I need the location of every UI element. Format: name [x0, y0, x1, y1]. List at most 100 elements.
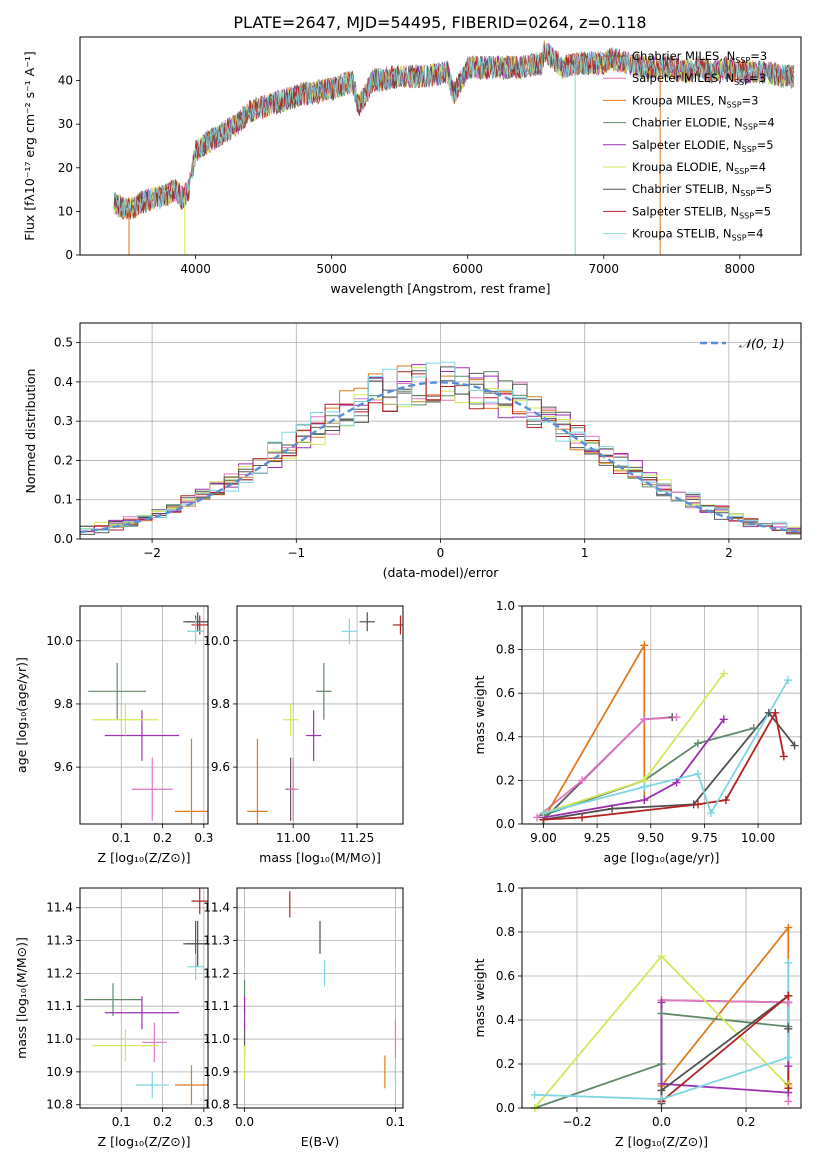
- y-tick-label: 0: [65, 248, 73, 262]
- axes-frame: [521, 887, 802, 1109]
- y-tick-label: 0.2: [496, 1057, 515, 1071]
- y-axis-label: mass weight: [472, 958, 487, 1037]
- weight-marker-1-3: [672, 713, 681, 722]
- x-tick-label: 10.00: [741, 831, 775, 845]
- x-axis-label: Z [log₁₀(Z/Z⊙)]: [615, 1134, 708, 1149]
- weight-marker-8-2: [693, 769, 702, 778]
- axes-frame: [521, 605, 802, 825]
- weight-marker-8-1: [657, 1095, 666, 1104]
- weight-marker-8-0: [539, 809, 548, 818]
- x-tick-label: 11.25: [340, 831, 374, 845]
- y-tick-label: 0.4: [54, 375, 73, 389]
- y-tick-label: 11.4: [46, 901, 73, 915]
- normal-curve: [80, 381, 801, 534]
- x-tick-label: 0.1: [386, 1115, 405, 1129]
- panel-mass_vs_ebv: 0.0 0.1 10.8 10.9 11.0 11.1 11.2 11.3 11.4 E(B-V): [203, 887, 405, 1149]
- y-tick-label: 11.0: [203, 1032, 230, 1046]
- panel-weight_vs_Z: −0.2 0.0 0.2 0.0 0.2 0.4 0.6 0.8 1.0 Z [log₁₀(Z/Z…: [472, 881, 802, 1149]
- x-tick-label: 11.00: [276, 831, 310, 845]
- weight-marker-8-0: [530, 1090, 539, 1099]
- plot-area-age_vs_Z: [88, 612, 208, 824]
- weight-marker-7-2: [784, 1084, 793, 1093]
- x-axis-label: age [log₁₀(age/yr)]: [604, 850, 720, 865]
- y-axis-label: mass weight: [472, 675, 487, 754]
- weight-marker-2-1: [784, 923, 793, 932]
- y-tick-label: 11.0: [46, 1032, 73, 1046]
- y-tick-label: 0.4: [496, 730, 515, 744]
- y-tick-label: 0.1: [54, 493, 73, 507]
- axes-frame: [236, 605, 404, 825]
- x-tick-label: 0.3: [194, 1115, 213, 1129]
- weight-marker-6-1: [657, 1086, 666, 1095]
- legend-entry-2: Kroupa MILES, NSSP=3: [632, 93, 758, 109]
- axes-frame: [79, 887, 209, 1109]
- y-tick-label: 0.4: [496, 1013, 515, 1027]
- weight-marker-4-1: [640, 796, 649, 805]
- weight-marker-6-4: [790, 741, 799, 750]
- y-tick-label: 0.8: [496, 643, 515, 657]
- y-tick-label: 10.8: [46, 1098, 73, 1112]
- y-tick-label: 10.9: [46, 1065, 73, 1079]
- x-tick-label: 1: [581, 546, 589, 560]
- x-axis-label: Z [log₁₀(Z/Z⊙)]: [98, 1134, 191, 1149]
- x-tick-label: 9.75: [691, 831, 718, 845]
- plot-area-age_vs_mass: [247, 612, 403, 824]
- legend-entry-6: Chabrier STELIB, NSSP=5: [632, 182, 772, 198]
- panel-spectrum: 4000 5000 6000 7000 8000 0 10 20 30 40 wavelength …: [22, 36, 802, 296]
- panel-weight_vs_age: 9.00 9.25 9.50 9.75 10.00 0.0 0.2 0.4 0.6 0.8 1.0 a…: [472, 599, 802, 865]
- y-axis-label: Flux [fλ10⁻¹⁷ erg cm⁻² s⁻¹ A⁻¹]: [22, 51, 37, 240]
- weight-marker-4-3: [784, 1062, 793, 1071]
- legend-entry-normal: 𝒩(0, 1): [739, 336, 785, 351]
- y-tick-label: 11.2: [203, 966, 230, 980]
- axes-frame: [79, 36, 802, 256]
- x-tick-label: 7000: [588, 262, 619, 276]
- weight-marker-1-2: [640, 715, 649, 724]
- legend-entry-3: Chabrier ELODIE, NSSP=4: [632, 116, 775, 132]
- weight-marker-5-2: [719, 669, 728, 678]
- y-tick-label: 0.6: [496, 686, 515, 700]
- histogram-8: [80, 361, 801, 533]
- x-tick-label: 0: [437, 546, 445, 560]
- weight-marker-4-3: [719, 715, 728, 724]
- legend-entry-7: Salpeter STELIB, NSSP=5: [632, 204, 771, 220]
- axes-frame: [79, 322, 802, 540]
- weight-line-3: [543, 727, 755, 817]
- weight-marker-8-4: [784, 676, 793, 685]
- y-tick-label: 0.2: [54, 453, 73, 467]
- x-axis-label: (data-model)/error: [383, 565, 500, 580]
- axes-frame: [79, 605, 209, 825]
- weight-marker-7-1: [784, 991, 793, 1000]
- y-tick-label: 0.6: [496, 969, 515, 983]
- y-tick-label: 11.3: [203, 934, 230, 948]
- x-axis-label: E(B-V): [301, 1134, 340, 1149]
- legend-entry-5: Kroupa ELODIE, NSSP=4: [632, 160, 766, 176]
- weight-line-4: [543, 718, 725, 819]
- y-tick-label: 11.3: [46, 934, 73, 948]
- y-tick-label: 10.8: [203, 1098, 230, 1112]
- weight-line-1: [536, 716, 677, 819]
- y-tick-label: 11.4: [203, 901, 230, 915]
- y-tick-label: 30: [58, 117, 73, 131]
- x-axis-label: Z [log₁₀(Z/Z⊙)]: [98, 850, 191, 865]
- weight-marker-6-1: [608, 804, 617, 813]
- y-tick-label: 10: [58, 204, 73, 218]
- y-tick-label: 40: [58, 74, 73, 88]
- y-tick-label: 11.1: [203, 999, 230, 1013]
- y-tick-label: 0.0: [496, 1101, 515, 1115]
- x-tick-label: 9.00: [530, 831, 557, 845]
- x-axis-label: mass [log₁₀(M/M⊙)]: [259, 850, 381, 865]
- x-tick-label: 2: [725, 546, 733, 560]
- legend-entry-4: Salpeter ELODIE, NSSP=5: [632, 138, 774, 154]
- weight-marker-7-5: [779, 752, 788, 761]
- x-tick-label: 0.3: [194, 831, 213, 845]
- y-axis-label: age [log₁₀(age/yr)]: [14, 657, 29, 773]
- weight-marker-1-1: [578, 776, 587, 785]
- y-tick-label: 0.0: [496, 817, 515, 831]
- x-tick-label: −1: [287, 546, 305, 560]
- plot-area-mass_vs_ebv: [243, 891, 397, 1089]
- weight-marker-2-1: [640, 641, 649, 650]
- x-tick-label: 9.25: [584, 831, 611, 845]
- x-tick-label: 0.0: [235, 1115, 254, 1129]
- weight-marker-6-3: [784, 1024, 793, 1033]
- x-tick-label: 6000: [452, 262, 483, 276]
